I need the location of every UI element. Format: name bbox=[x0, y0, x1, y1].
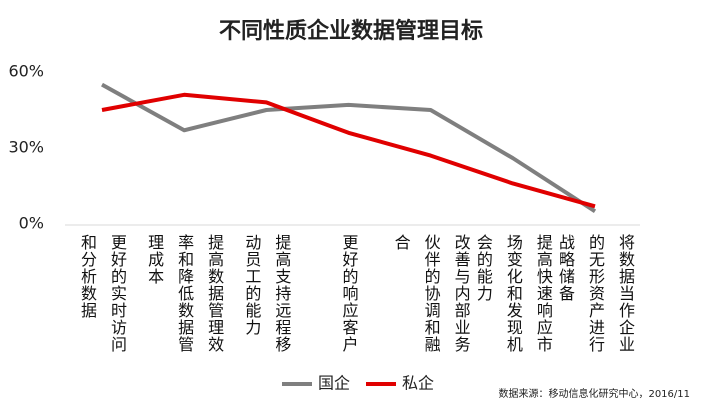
chart-title: 不同性质企业数据管理目标 bbox=[219, 18, 483, 44]
x-tick-label: 改善与内部业务伙伴的协调和融合 bbox=[391, 234, 471, 353]
y-tick-label: 30% bbox=[8, 138, 44, 157]
legend-label: 私企 bbox=[402, 374, 434, 393]
y-tick-label: 60% bbox=[8, 62, 44, 81]
y-tick-label: 0% bbox=[19, 214, 44, 233]
x-tick-label: 提高快速响应市场变化和发现机会的能力 bbox=[473, 234, 553, 353]
x-tick-label: 提高支持远程移动员工的能力 bbox=[242, 234, 292, 353]
x-tick-label: 更好的实时访问和分析数据 bbox=[78, 234, 127, 353]
line bbox=[101, 92, 596, 209]
x-tick-label: 将数据当作企业的无形资产进行战略储备 bbox=[556, 234, 635, 353]
source-note: 数据来源：移动信息化研究中心，2016/11 bbox=[498, 387, 690, 400]
legend-label: 国企 bbox=[318, 374, 350, 393]
line bbox=[101, 82, 597, 214]
x-tick-label: 更好的响应客户 bbox=[339, 234, 359, 353]
x-tick-label: 提高数据管理效率和降低数据管理成本 bbox=[145, 234, 225, 353]
